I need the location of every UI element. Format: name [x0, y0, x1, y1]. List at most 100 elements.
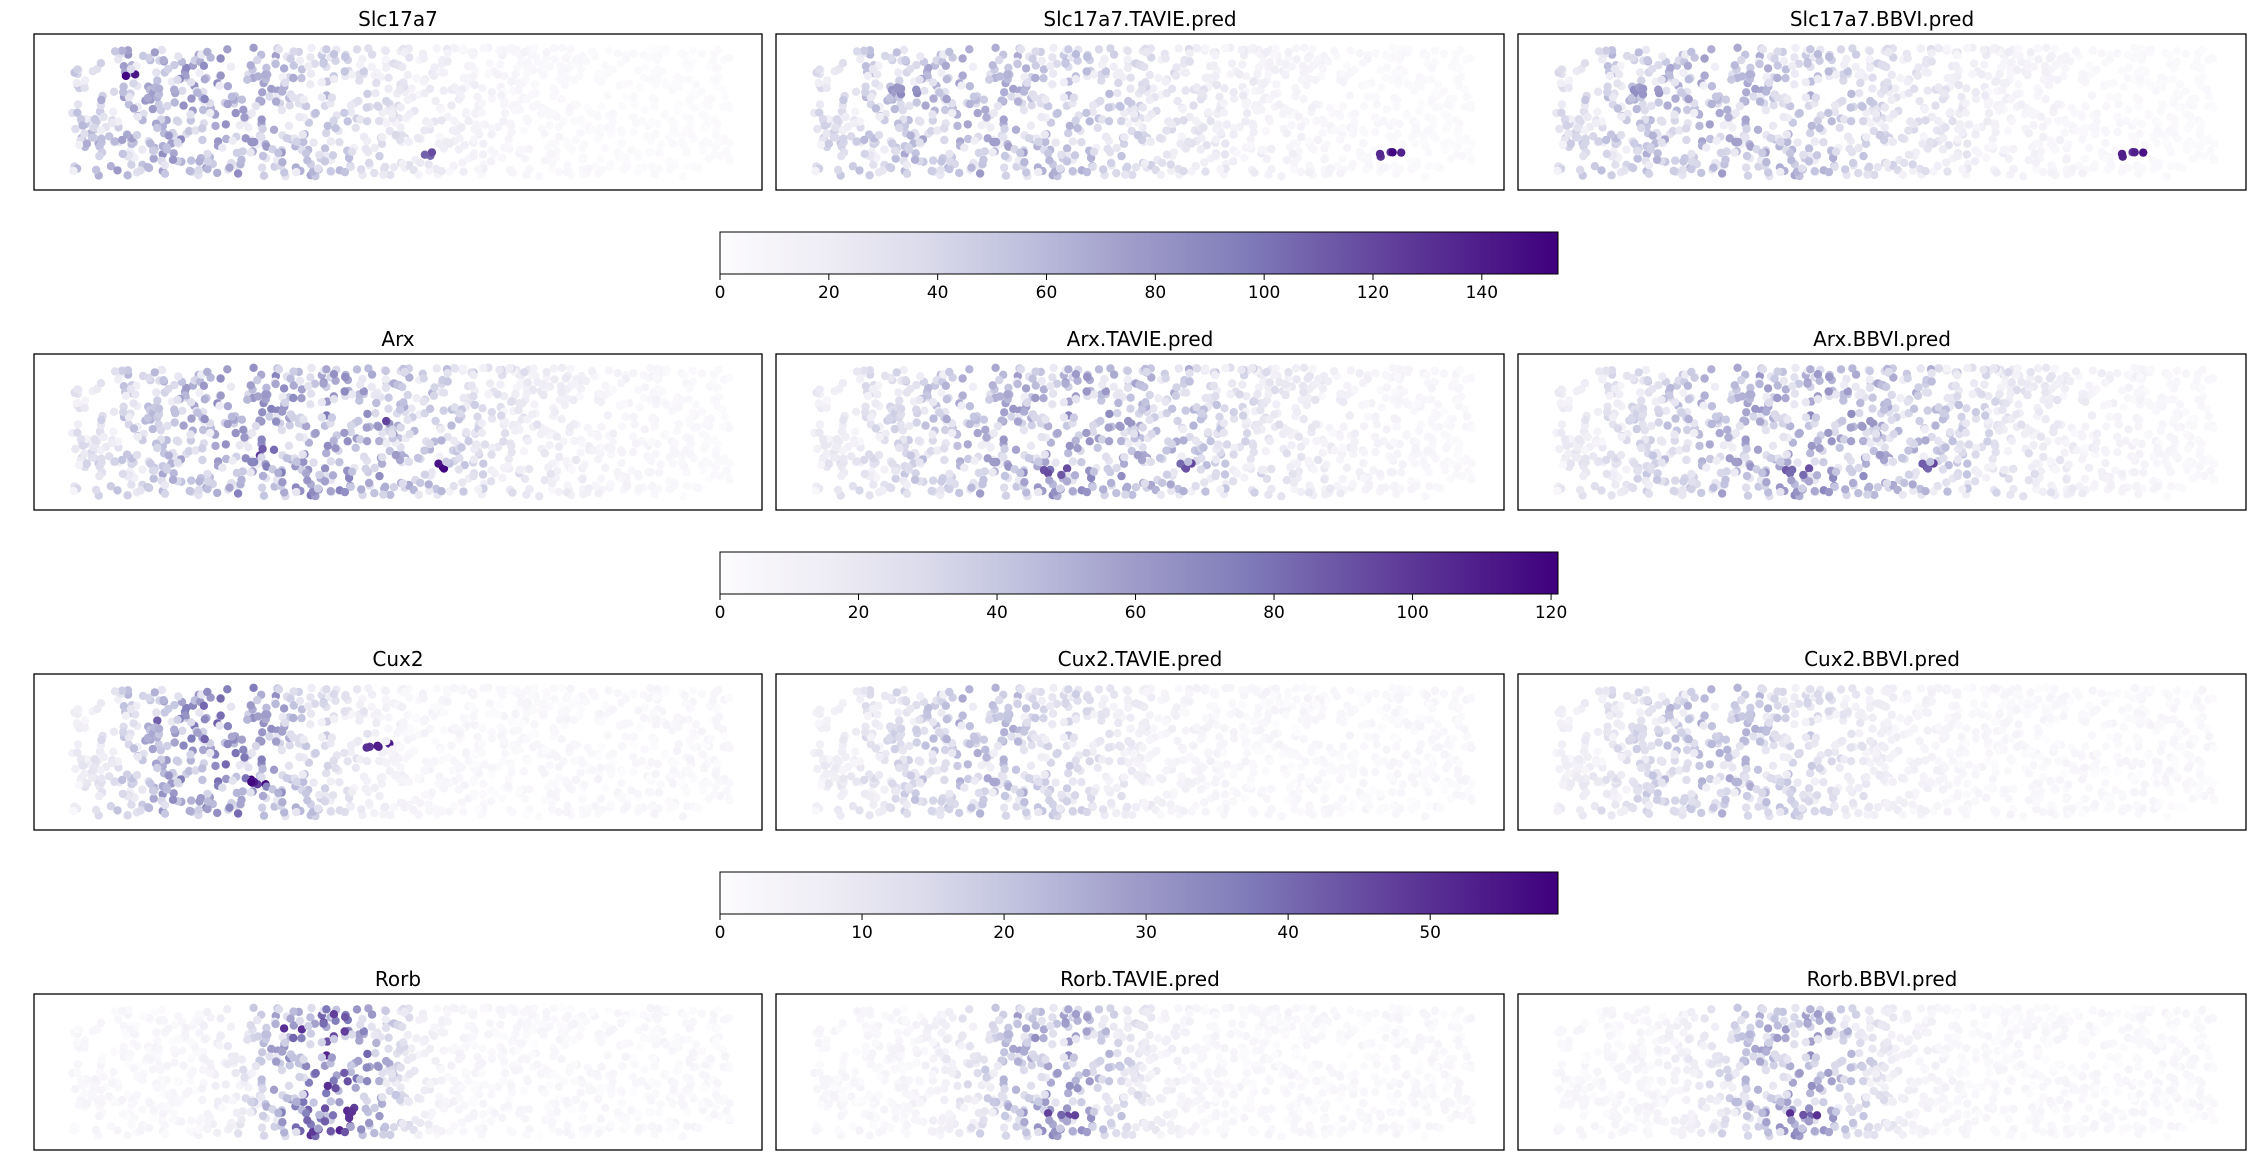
spot [1238, 380, 1247, 389]
spot [487, 130, 496, 139]
spot [72, 79, 82, 88]
spot [1350, 65, 1360, 74]
spot [1221, 139, 1230, 148]
spot [420, 470, 430, 479]
spot [424, 480, 433, 489]
spot [1793, 138, 1802, 147]
spot [1919, 132, 1928, 141]
spot [326, 167, 335, 176]
spot [832, 115, 842, 124]
spot [1099, 165, 1108, 174]
spot [437, 487, 446, 496]
spot [1439, 139, 1449, 149]
spot [635, 83, 644, 92]
spot [1123, 162, 1132, 171]
spot [1882, 159, 1892, 168]
spot [2209, 139, 2218, 148]
spot [940, 455, 949, 465]
spot [1597, 166, 1606, 175]
spot [223, 82, 233, 91]
spot [864, 130, 874, 139]
spot [505, 364, 515, 373]
spot [651, 129, 660, 139]
spot [829, 133, 839, 142]
spot [99, 432, 108, 442]
spot [251, 421, 261, 431]
spot [384, 393, 393, 402]
spot [504, 134, 513, 144]
spot [1879, 85, 1889, 94]
spot [1865, 63, 1875, 72]
spot [1345, 91, 1355, 100]
spot [1727, 75, 1736, 84]
spot [929, 94, 938, 103]
spot [347, 467, 357, 476]
spot [648, 95, 658, 104]
spot [905, 101, 914, 111]
spot [237, 475, 246, 484]
spot [378, 453, 387, 462]
spot [995, 55, 1004, 65]
spot [1804, 144, 1814, 153]
spot [1977, 70, 1986, 79]
spot [1011, 445, 1021, 454]
spot [1678, 165, 1688, 174]
spot [1031, 47, 1040, 56]
spot [691, 80, 701, 89]
spot [121, 71, 131, 81]
spot [1462, 92, 1472, 101]
spot [1294, 112, 1304, 121]
spot [671, 399, 680, 408]
spot [1253, 426, 1262, 435]
spot [1126, 393, 1135, 402]
spot [1613, 79, 1622, 88]
panel-frame [33, 33, 763, 191]
spot [995, 72, 1005, 81]
spot [1859, 151, 1868, 161]
spot [1242, 72, 1251, 81]
spot [216, 374, 225, 383]
spot [639, 370, 648, 380]
spot [1663, 101, 1672, 110]
spot [1240, 153, 1249, 162]
spot [1211, 50, 1220, 60]
spot [1045, 156, 1054, 165]
spot [1855, 89, 1864, 98]
spot [1617, 112, 1627, 122]
spot [378, 133, 387, 142]
spot [1077, 138, 1086, 147]
spot [912, 98, 921, 107]
spot [200, 395, 209, 404]
spot [405, 53, 414, 62]
spot [1397, 468, 1406, 477]
spot [194, 485, 204, 494]
spot [118, 149, 128, 159]
spot [2024, 156, 2034, 165]
spot [1388, 148, 1397, 157]
spot [1000, 88, 1009, 97]
spot [464, 437, 473, 446]
spot [2197, 63, 2206, 72]
spot [443, 377, 452, 386]
spot [352, 365, 362, 374]
spot [2101, 102, 2111, 111]
spot [511, 389, 520, 399]
spot [439, 86, 448, 95]
spot [1314, 135, 1323, 145]
spot [1903, 77, 1912, 86]
spot [87, 133, 97, 142]
spot [367, 382, 376, 391]
spot [859, 46, 869, 55]
spot [253, 375, 262, 385]
spot [991, 363, 1000, 372]
spot [211, 441, 220, 451]
spot [113, 166, 122, 175]
spot [815, 108, 824, 117]
spot [1962, 84, 1971, 93]
spot [1602, 135, 1611, 145]
spot [2053, 59, 2062, 69]
spot [1209, 61, 1219, 70]
spot [231, 108, 240, 118]
spot [1707, 99, 1716, 109]
spot [561, 54, 570, 63]
